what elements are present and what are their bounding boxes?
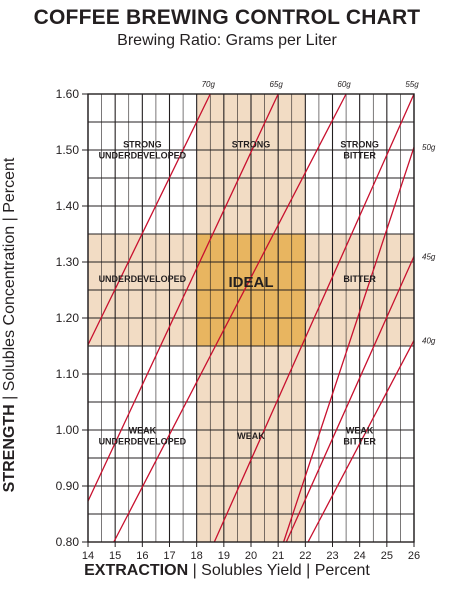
region-label-bitter: BITTER	[343, 436, 376, 446]
y-tick-label: 1.30	[56, 255, 80, 269]
x-tick-label: 23	[326, 550, 338, 562]
ratio-line-60g	[113, 93, 347, 543]
x-tick-label: 17	[163, 550, 175, 562]
ratio-label-60g: 60g	[337, 80, 351, 89]
y-tick-label: 0.90	[56, 479, 80, 493]
ratio-line-40g	[307, 340, 415, 543]
x-tick-label: 19	[218, 550, 230, 562]
x-tick-label: 14	[82, 550, 94, 562]
region-label-ideal: IDEAL	[229, 274, 274, 291]
x-axis-title-sep2: |	[301, 562, 315, 579]
ratio-line-50g	[282, 146, 415, 543]
chart-subtitle: Brewing Ratio: Grams per Liter	[117, 32, 337, 49]
y-tick-label: 1.50	[56, 143, 80, 157]
ratio-line-65g	[87, 93, 279, 502]
x-tick-label: 20	[245, 550, 257, 562]
region-label-bitter: BITTER	[343, 274, 376, 284]
region-label-weak: WEAK	[237, 431, 265, 441]
ratio-line-55g	[213, 93, 415, 543]
y-axis-title-bold: STRENGTH	[1, 404, 18, 493]
region-label-strong: STRONG	[232, 140, 271, 150]
x-axis-title-part1: Solubles Yield	[201, 562, 302, 579]
region-label-underdeveloped: UNDERDEVELOPED	[99, 151, 187, 161]
region-label-strong: STRONG	[340, 140, 379, 150]
y-axis-title-part2: Percent	[1, 157, 18, 213]
ratio-label-40g: 40g	[422, 336, 436, 345]
y-tick-label: 1.40	[56, 199, 80, 213]
chart-title: COFFEE BREWING CONTROL CHART	[33, 6, 421, 29]
region-label-bitter: BITTER	[343, 151, 376, 161]
ratio-label-65g: 65g	[269, 80, 283, 89]
y-axis-title-part1: Solubles Concentration	[1, 225, 18, 392]
y-axis-title-sep2: |	[1, 212, 18, 226]
x-tick-label: 22	[299, 550, 311, 562]
x-axis-title: EXTRACTION | Solubles Yield | Percent	[0, 562, 454, 580]
x-axis-title-sep1: |	[188, 562, 202, 579]
x-tick-label: 18	[191, 550, 203, 562]
x-tick-label: 21	[272, 550, 284, 562]
ratio-label-55g: 55g	[405, 80, 419, 89]
x-tick-label: 25	[381, 550, 393, 562]
ratio-line-45g	[285, 256, 415, 543]
y-tick-label: 0.80	[56, 535, 80, 549]
y-tick-label: 1.20	[56, 311, 80, 325]
region-label-underdeveloped: UNDERDEVELOPED	[99, 274, 187, 284]
ratio-label-50g: 50g	[422, 143, 436, 152]
y-tick-label: 1.10	[56, 367, 80, 381]
region-label-strong: STRONG	[123, 140, 162, 150]
y-tick-label: 1.60	[56, 87, 80, 101]
x-tick-label: 24	[354, 550, 366, 562]
x-axis-title-bold: EXTRACTION	[84, 562, 189, 579]
y-tick-label: 1.00	[56, 423, 80, 437]
region-label-underdeveloped: UNDERDEVELOPED	[99, 436, 187, 446]
x-tick-label: 15	[109, 550, 121, 562]
x-axis-title-part2: Percent	[314, 562, 370, 579]
region-label-weak: WEAK	[346, 425, 374, 435]
ratio-label-70g: 70g	[202, 80, 216, 89]
x-tick-label: 26	[408, 550, 420, 562]
region-label-weak: WEAK	[129, 425, 157, 435]
y-axis-title-sep1: |	[1, 391, 18, 405]
x-tick-label: 16	[136, 550, 148, 562]
ratio-line-70g	[87, 93, 211, 346]
ratio-label-45g: 45g	[422, 252, 436, 261]
